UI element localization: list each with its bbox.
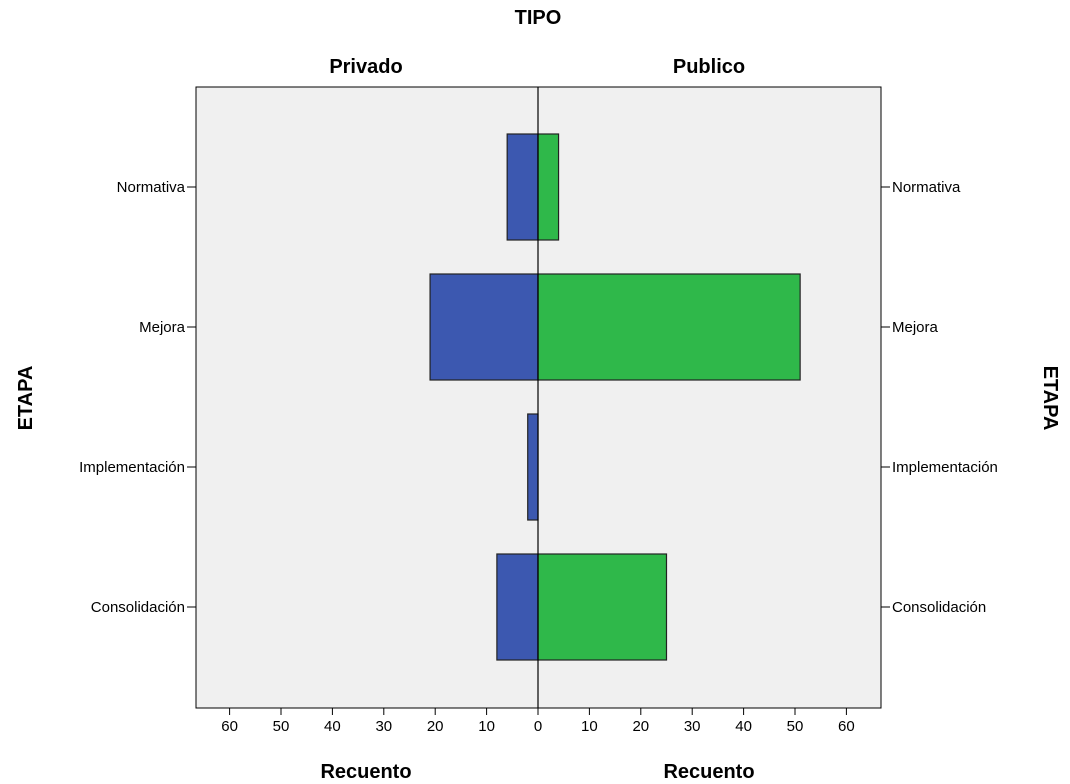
category-label-right: Implementación [892,459,998,476]
bar-publico-consolidación [537,553,668,661]
x-axis-ticks: 0 10 10 20 20 30 30 40 40 50 50 60 60 [221,708,855,735]
x-tick-label: 20 [427,718,444,735]
x-tick-label: 60 [838,718,855,735]
x-tick-label: 0 [534,718,542,735]
bar-publico-mejora [537,273,801,381]
category-axis-right: Normativa Mejora Implementación Consolidaci… [881,179,998,616]
x-tick-label: 50 [273,718,290,735]
category-label-left: Consolidación [91,599,185,616]
bar-privado-normativa [506,133,539,241]
bar-publico-normativa [537,133,560,241]
x-tick-label: 50 [787,718,804,735]
category-label-right: Normativa [892,179,961,196]
x-axis-label-left: Recuento [320,761,411,783]
y-axis-label-right: ETAPA [1039,366,1061,431]
category-label-right: Consolidación [892,599,986,616]
x-tick-label: 40 [324,718,341,735]
panel-title-left: Privado [329,56,402,78]
x-tick-label: 40 [735,718,752,735]
category-label-left: Mejora [139,319,186,336]
bar-privado-implementación [527,413,539,521]
bars-layer [429,133,801,661]
x-axis-label-right: Recuento [663,761,754,783]
x-tick-label: 20 [632,718,649,735]
bar-privado-consolidación [496,553,539,661]
chart-title: TIPO [515,7,562,29]
x-tick-label: 10 [581,718,598,735]
category-label-right: Mejora [892,319,939,336]
category-label-left: Normativa [117,179,186,196]
x-tick-label: 30 [684,718,701,735]
x-tick-label: 30 [375,718,392,735]
category-label-left: Implementación [79,459,185,476]
category-axis-left: Normativa Mejora Implementación Consolidaci… [79,179,196,616]
x-tick-label: 10 [478,718,495,735]
bar-privado-mejora [429,273,539,381]
y-axis-label-left: ETAPA [15,366,37,431]
x-tick-label: 60 [221,718,238,735]
panel-title-right: Publico [673,56,745,78]
